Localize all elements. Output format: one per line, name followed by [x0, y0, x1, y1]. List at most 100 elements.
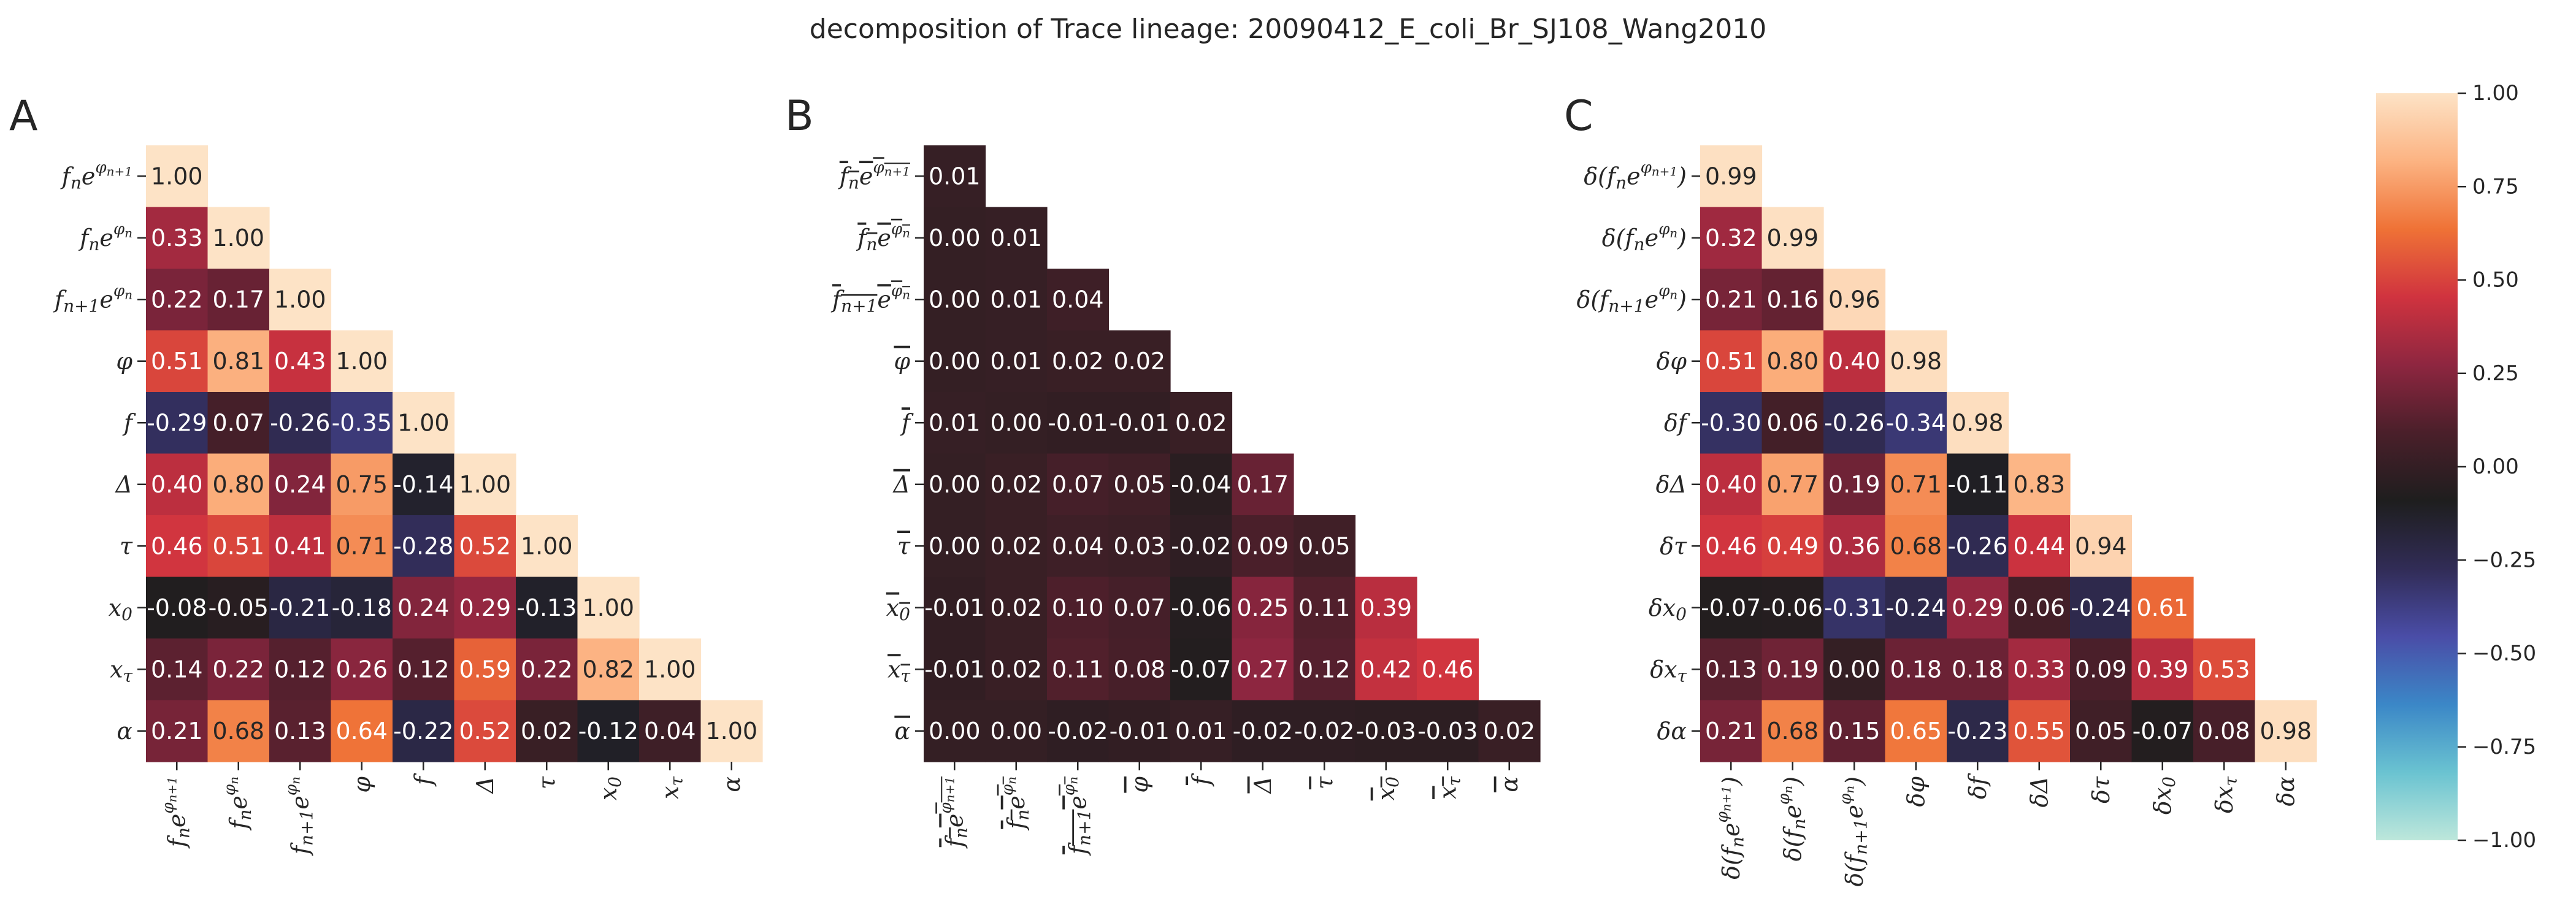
cell-value-label: 0.21 — [151, 718, 203, 745]
heatmap-cell — [2008, 700, 2071, 762]
cell-value-label: 1.00 — [705, 718, 757, 745]
cell-value-label: -0.01 — [1048, 409, 1108, 436]
heatmap-cell — [269, 638, 332, 701]
cell-value-label: 0.02 — [1052, 348, 1104, 375]
cell-value-label: -0.06 — [1763, 594, 1823, 621]
heatmap-cell — [2193, 700, 2256, 762]
heatmap-cell — [1947, 453, 2009, 516]
label-fragment: n — [1634, 234, 1645, 254]
heatmap-cell — [516, 577, 578, 639]
heatmap-cell — [1108, 700, 1171, 762]
label-fragment: δx — [1650, 656, 1677, 683]
label-fragment: n — [234, 810, 255, 821]
heatmap-cell — [331, 515, 393, 578]
cell-value-label: 0.18 — [1890, 656, 1942, 683]
heatmap-cell — [924, 207, 986, 269]
cell-value-label: -0.02 — [1233, 718, 1293, 745]
label-fragment: n — [1788, 818, 1809, 829]
heatmap-cell — [1761, 330, 1824, 393]
heatmap-cell — [2131, 638, 2194, 701]
heatmap-cell — [1947, 515, 2009, 578]
row-label: fneφn+1​ — [60, 158, 132, 193]
heatmap-cell — [207, 207, 270, 269]
label-fragment: n+1 — [107, 164, 132, 178]
heatmap-cell — [924, 330, 986, 393]
label-fragment: τ — [2220, 776, 2241, 786]
heatmap-cell — [1047, 269, 1110, 331]
label-fragment: n+1 — [1608, 296, 1644, 316]
heatmap-cell — [1417, 638, 1479, 701]
cell-value-label: -0.13 — [516, 594, 577, 621]
heatmap-panel-c: C 0.99 0.32 0.99 0.21 0.16 0.96 0.51 0.80 0.40 0.9… — [1564, 92, 2317, 887]
heatmap-cell — [700, 700, 763, 762]
figure-title: decomposition of Trace lineage: 20090412… — [810, 13, 1766, 45]
heatmap-cell — [1885, 700, 1947, 762]
heatmap-cell — [454, 453, 516, 516]
cell-value-label: -0.03 — [1356, 718, 1416, 745]
label-fragment: n — [71, 172, 82, 193]
cell-value-label: 1.00 — [335, 348, 388, 375]
heatmap-cell — [2131, 700, 2194, 762]
label-fragment: n — [88, 234, 99, 254]
heatmap-cell — [146, 638, 209, 701]
label-fragment: n — [951, 827, 971, 838]
label-fragment: δf — [1964, 773, 1991, 799]
heatmap-cell — [2070, 700, 2133, 762]
colorbar-gradient — [2376, 93, 2458, 840]
label-fragment: e — [1841, 805, 1868, 819]
cell-value-label: 0.06 — [2013, 594, 2065, 621]
heatmap-cell — [924, 700, 986, 762]
cell-value-label: 0.14 — [151, 656, 203, 683]
label-fragment: φ — [1658, 282, 1670, 300]
colorbar-tick-label: 0.75 — [2472, 174, 2519, 199]
label-fragment: e — [1779, 805, 1806, 819]
column-label: δα — [2272, 776, 2299, 807]
row-label: δφ — [1657, 348, 1687, 375]
cell-value-label: 0.42 — [1360, 656, 1412, 683]
cell-value-label: 0.24 — [274, 471, 326, 498]
cell-value-label: 0.68 — [1766, 718, 1819, 745]
row-label: xτ​ — [887, 656, 910, 686]
heatmap-cell — [207, 638, 270, 701]
colorbar-tick-label: −1.00 — [2472, 828, 2536, 853]
heatmap-cell — [924, 515, 986, 578]
row-label: τ — [120, 532, 133, 559]
heatmap-cell — [985, 207, 1048, 269]
label-fragment: φ — [282, 784, 301, 795]
heatmap-cell — [1170, 700, 1233, 762]
cell-value-label: 0.00 — [990, 718, 1042, 745]
label-fragment: φ — [891, 220, 903, 239]
cell-value-label: 0.29 — [1952, 594, 2004, 621]
row-label: xτ​ — [110, 656, 132, 686]
heatmap-cell — [1700, 330, 1763, 393]
heatmap-cell — [2070, 577, 2133, 639]
heatmap-cell — [1478, 700, 1541, 762]
heatmap-cell — [1108, 330, 1171, 393]
label-fragment: δΔ — [2026, 776, 2053, 807]
heatmap-cell — [269, 577, 332, 639]
label-fragment: φ — [894, 348, 910, 375]
colorbar-tick-label: 1.00 — [2472, 81, 2519, 105]
heatmap-cell — [1700, 392, 1763, 454]
label-fragment: n+1 — [1850, 818, 1871, 854]
column-label: x0​ — [595, 776, 625, 800]
label-fragment: δφ — [1903, 776, 1930, 807]
heatmap-cell — [1885, 515, 1947, 578]
cell-value-label: -0.24 — [1886, 594, 1946, 621]
heatmap-cell — [1700, 207, 1763, 269]
cell-value-label: 0.46 — [151, 532, 203, 559]
panel-letter: A — [9, 92, 38, 140]
label-fragment: δ(f — [1717, 844, 1744, 880]
cell-value-label: 0.94 — [2075, 532, 2127, 559]
colorbar-tick-label: 0.00 — [2472, 454, 2519, 479]
label-fragment: α — [894, 718, 910, 745]
label-fragment: Δ — [115, 471, 132, 498]
cell-value-label: 0.03 — [1113, 532, 1165, 559]
heatmap-cell — [1700, 515, 1763, 578]
label-fragment: δΔ — [1656, 471, 1687, 498]
heatmap-cell — [1761, 453, 1824, 516]
heatmap-cell — [269, 269, 332, 331]
label-fragment: x — [109, 594, 121, 621]
heatmap-cell — [1047, 700, 1110, 762]
cell-value-label: -0.04 — [1171, 471, 1231, 498]
